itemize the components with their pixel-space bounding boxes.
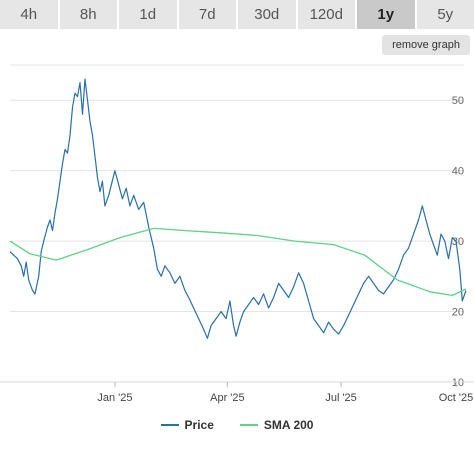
y-tick-label: 10 (452, 377, 464, 389)
y-tick-label: 50 (452, 95, 464, 107)
chart-legend: Price SMA 200 (0, 418, 474, 432)
legend-item-sma-200[interactable]: SMA 200 (239, 418, 314, 432)
legend-label: Price (184, 418, 214, 432)
x-tick-label: Apr '25 (210, 392, 245, 404)
timeframe-tabs: 4h 8h 1d 7d 30d 120d 1y 5y (0, 0, 474, 30)
x-tick-label: Oct '25 (439, 392, 474, 404)
remove-graph-button[interactable]: remove graph (382, 35, 470, 55)
x-tick-label: Jan '25 (97, 392, 132, 404)
legend-label: SMA 200 (263, 418, 314, 432)
legend-swatch (239, 424, 258, 426)
tab-1d[interactable]: 1d (119, 0, 177, 29)
y-tick-label: 30 (452, 236, 464, 248)
tab-4h[interactable]: 4h (0, 0, 58, 29)
legend-item-price[interactable]: Price (160, 418, 214, 432)
tab-1y[interactable]: 1y (357, 0, 415, 29)
y-tick-label: 40 (452, 166, 464, 178)
tab-8h[interactable]: 8h (59, 0, 117, 29)
legend-swatch (160, 424, 179, 426)
price-chart: 10 20 30 40 50 Jan '25 Apr '25 Jul '25 Oct '25 (0, 64, 474, 404)
tab-5y[interactable]: 5y (416, 0, 474, 29)
x-tick-label: Jul '25 (325, 392, 356, 404)
series-line-sma-200 (9, 227, 467, 297)
tab-120d[interactable]: 120d (297, 0, 355, 29)
tab-7d[interactable]: 7d (178, 0, 236, 29)
series-line-price (9, 78, 467, 339)
tab-30d[interactable]: 30d (238, 0, 296, 29)
y-tick-label: 20 (452, 307, 464, 319)
